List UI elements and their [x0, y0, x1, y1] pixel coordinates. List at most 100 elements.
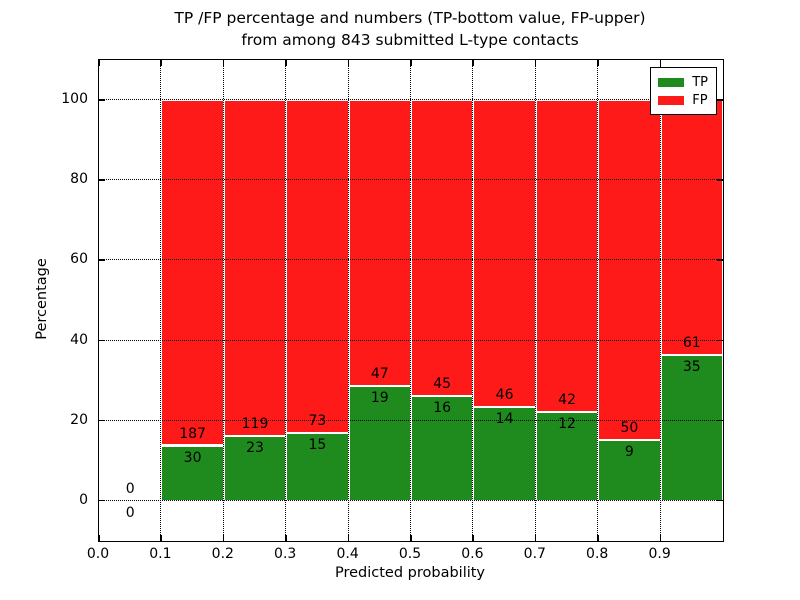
- y-tick-mark-right: [717, 339, 723, 342]
- y-tick-mark: [99, 419, 105, 422]
- bar-tp-segment: [660, 354, 723, 501]
- y-tick-mark: [99, 259, 105, 261]
- bar-label-fp: 45: [433, 375, 452, 392]
- x-tick-mark: [534, 535, 537, 541]
- x-tick-label: 0.9: [648, 546, 671, 562]
- x-tick-label: 0.5: [398, 546, 422, 562]
- y-tick-label: 100: [61, 91, 88, 108]
- gridline-y: [99, 99, 723, 101]
- bar-label-fp: 0: [125, 480, 135, 497]
- bar-fp-segment: [598, 100, 661, 440]
- bar-label-tp: 9: [624, 443, 634, 460]
- gridline-x: [659, 60, 661, 541]
- bar-label-fp: 61: [682, 334, 701, 351]
- bar-fp-segment: [348, 100, 411, 386]
- gridline-x: [160, 60, 162, 541]
- x-tick-mark-top: [222, 60, 225, 66]
- y-tick-label: 40: [70, 331, 88, 348]
- y-tick-mark: [99, 179, 105, 181]
- y-tick-mark: [99, 99, 105, 101]
- bar-label-tp: 14: [495, 411, 514, 428]
- gridline-y: [99, 419, 723, 421]
- gridline-y: [99, 339, 723, 341]
- gridline-x: [285, 60, 287, 541]
- bar-label-tp: 15: [308, 436, 327, 453]
- bar-tp-segment: [161, 445, 224, 501]
- bar-label-fp: 119: [241, 415, 269, 432]
- legend-swatch-tp: [658, 77, 685, 87]
- x-tick-mark: [285, 535, 287, 541]
- y-tick-label: 0: [79, 491, 88, 508]
- y-tick-mark: [99, 339, 105, 342]
- x-tick-label: 0.0: [86, 546, 110, 562]
- bar-fp-segment: [473, 100, 536, 408]
- gridline-y: [99, 259, 723, 261]
- gridline-x: [410, 60, 411, 541]
- y-tick-mark-right: [717, 499, 723, 502]
- bar-fp-segment: [161, 100, 224, 446]
- gridline-y: [99, 179, 723, 181]
- x-tick-mark-top: [285, 60, 287, 66]
- bar-tp-segment: [598, 439, 661, 501]
- gridline-y: [99, 499, 723, 501]
- x-tick-mark: [472, 535, 474, 541]
- legend-swatch-fp: [658, 95, 685, 105]
- x-tick-mark: [659, 535, 662, 541]
- chart-title: TP /FP percentage and numbers (TP-bottom…: [98, 7, 722, 51]
- x-tick-mark-top: [347, 60, 350, 66]
- x-tick-mark: [410, 535, 412, 541]
- y-tick-mark-right: [717, 259, 723, 261]
- bar-label-fp: 73: [308, 412, 327, 429]
- chart-title-line1: TP /FP percentage and numbers (TP-bottom…: [174, 9, 646, 27]
- y-tick-mark-right: [717, 179, 723, 181]
- x-tick-mark: [347, 535, 350, 541]
- y-tick-label: 60: [70, 251, 88, 268]
- x-tick-label: 0.6: [461, 546, 484, 562]
- y-tick-mark: [99, 499, 105, 502]
- bar-label-tp: 16: [433, 399, 452, 416]
- bar-label-fp: 42: [558, 391, 576, 408]
- x-tick-mark: [597, 535, 599, 541]
- gridline-x: [472, 60, 474, 541]
- x-tick-label: 0.4: [336, 546, 359, 562]
- bar-label-tp: 35: [682, 358, 701, 375]
- gridline-x: [347, 60, 349, 541]
- bar-tp-segment: [473, 407, 536, 501]
- bar-label-tp: 0: [125, 504, 135, 521]
- gridline-x: [222, 60, 224, 541]
- x-tick-label: 0.2: [211, 546, 234, 562]
- x-tick-mark-top: [160, 60, 162, 66]
- y-tick-label: 80: [70, 171, 88, 188]
- bar-tp-segment: [535, 411, 599, 501]
- bar-label-fp: 47: [370, 365, 389, 382]
- x-axis-label: Predicted probability: [334, 565, 486, 581]
- bar-label-tp: 19: [370, 389, 389, 406]
- bar-tp-segment: [411, 395, 474, 501]
- legend-label-tp: TP: [692, 74, 708, 90]
- gridline-x: [534, 60, 536, 541]
- legend-entry-tp: TP: [658, 73, 708, 91]
- x-tick-mark-top: [659, 60, 662, 66]
- bar-tp-segment: [223, 435, 287, 501]
- legend-label-fp: FP: [692, 92, 708, 108]
- x-tick-mark-top: [410, 60, 412, 66]
- y-tick-mark-right: [717, 419, 723, 422]
- x-tick-label: 0.7: [523, 546, 546, 562]
- x-tick-mark: [160, 535, 162, 541]
- legend: TP FP: [650, 67, 717, 115]
- y-tick-mark-right: [717, 99, 723, 101]
- x-tick-mark-top: [472, 60, 474, 66]
- gridline-x: [597, 60, 599, 541]
- x-tick-mark: [222, 535, 225, 541]
- bar-fp-segment: [660, 100, 723, 355]
- plot-area: 0 0 187 30 119 23 73 15 47 19 45 16 46 14 42 12 50 9 61 35 T…: [98, 59, 724, 542]
- x-tick-mark: [98, 535, 100, 541]
- bar-label-fp: 50: [620, 419, 639, 436]
- y-tick-label: 20: [70, 411, 88, 428]
- x-tick-mark-top: [98, 60, 100, 66]
- bar-label-tp: 30: [183, 449, 202, 466]
- bar-label-fp: 46: [495, 387, 514, 404]
- bar-fp-segment: [286, 100, 349, 433]
- bar-fp-segment: [223, 100, 287, 436]
- x-tick-label: 0.8: [586, 546, 609, 562]
